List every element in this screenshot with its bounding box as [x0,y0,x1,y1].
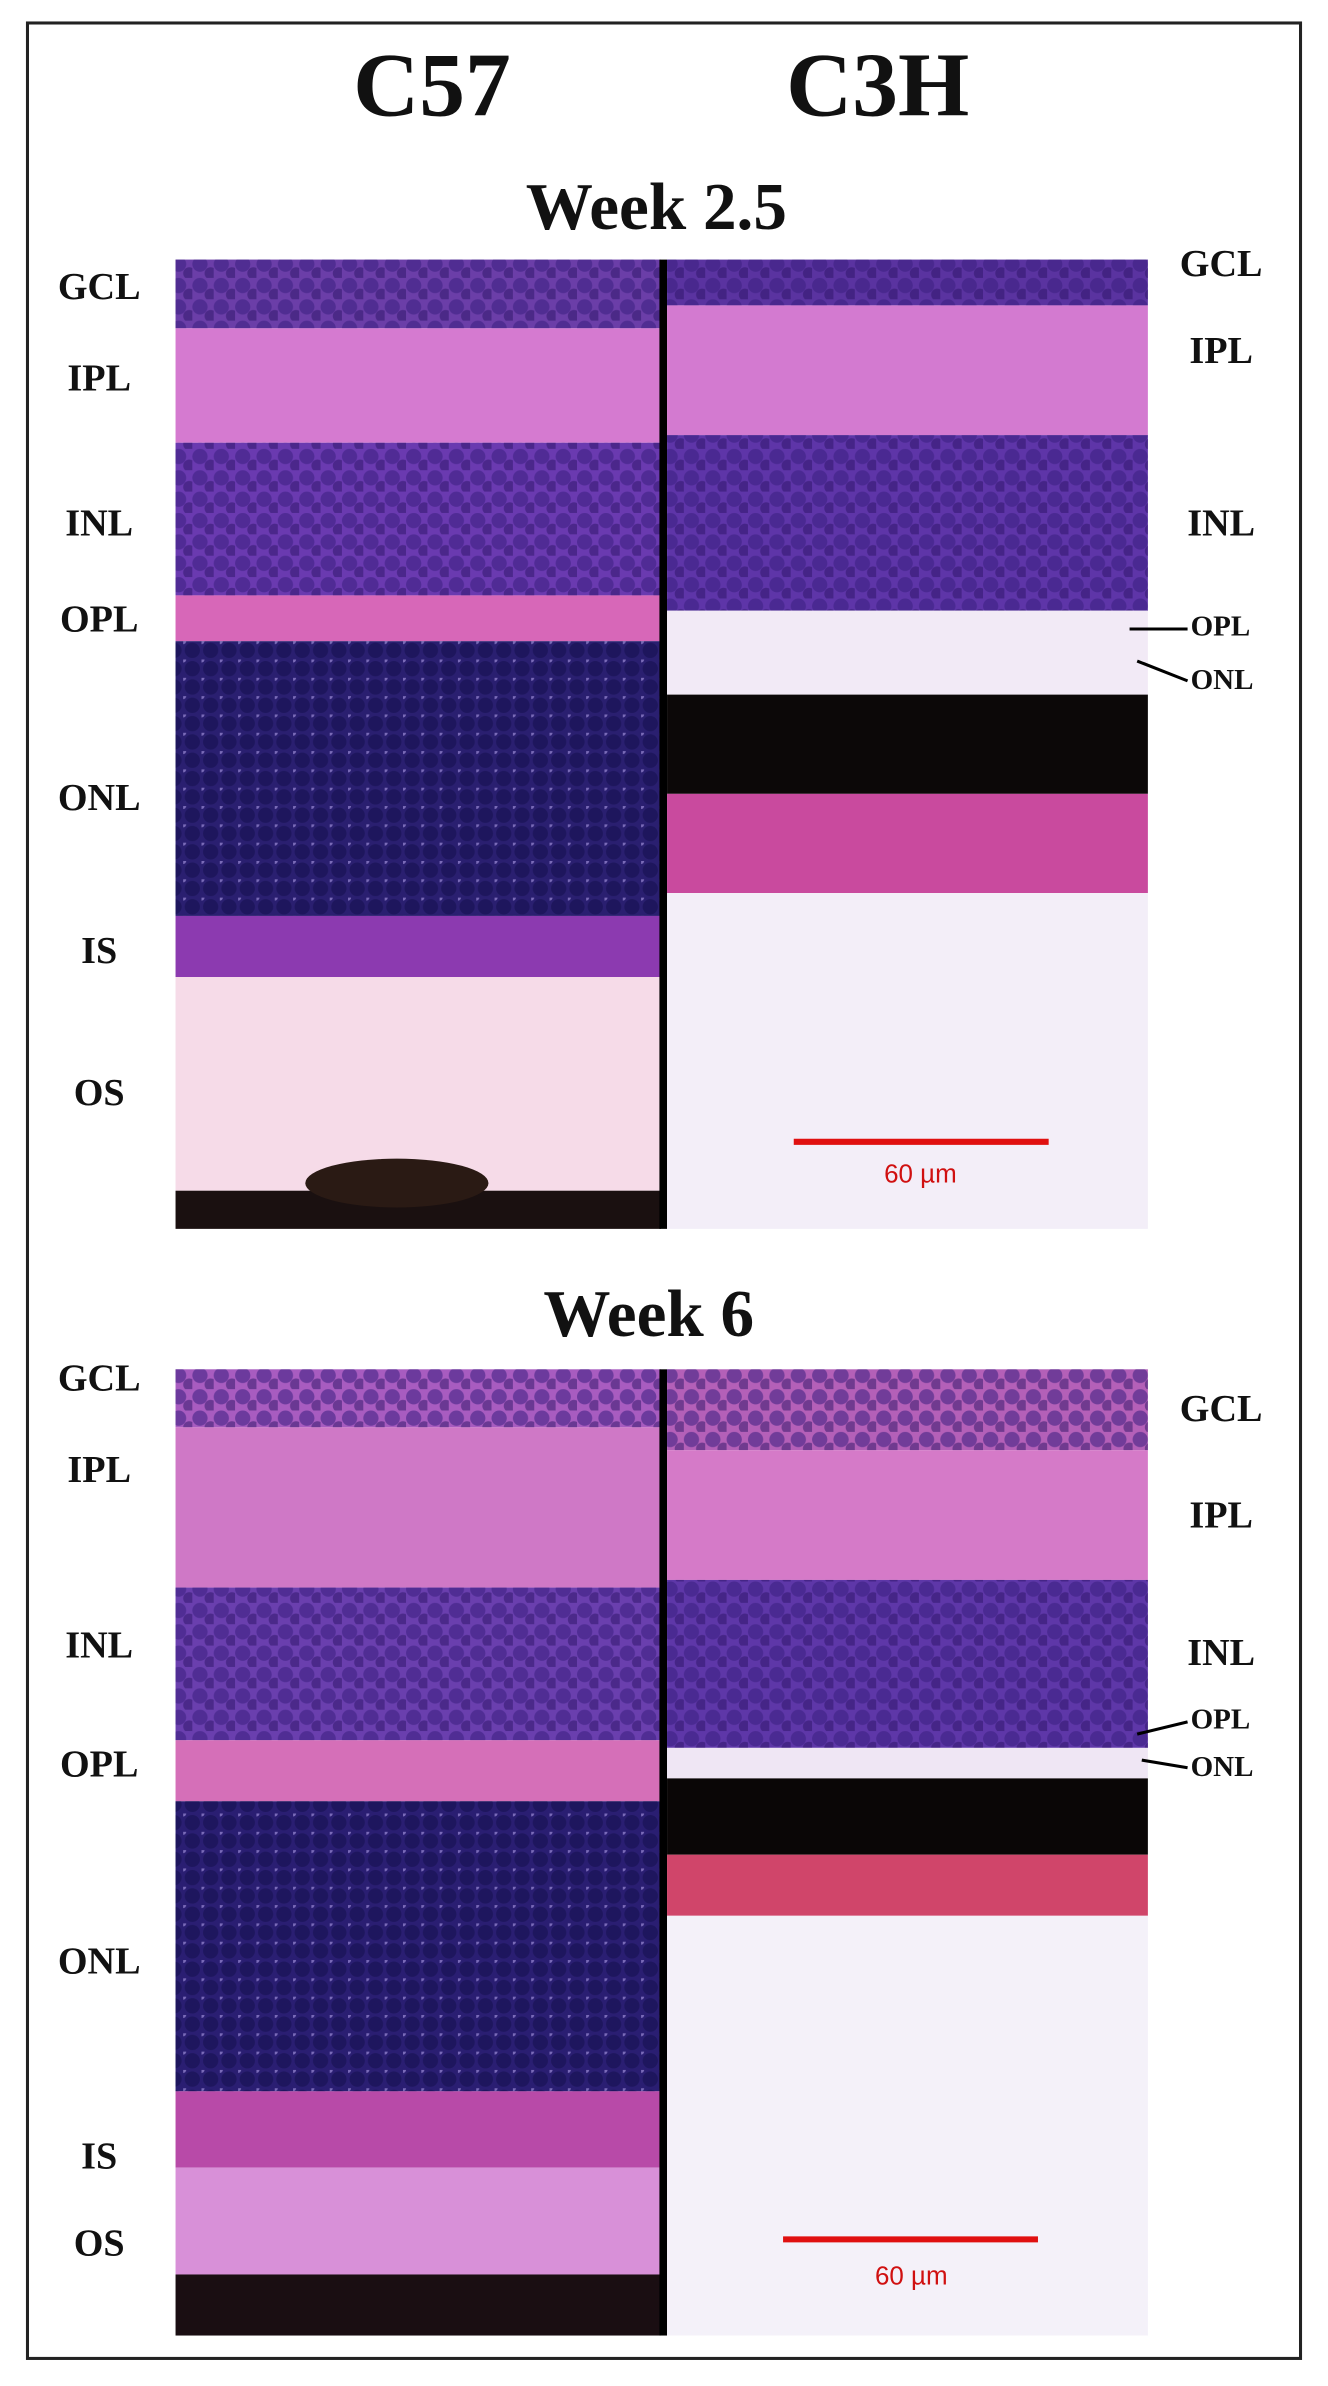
layer-label: IPL [67,357,131,399]
column-title: C3H [786,34,969,136]
left-labels: GCL IPL INL OPL ONL IS OS [58,1357,141,2264]
layer-label: GCL [1180,1388,1263,1430]
layer-label: IS [81,2136,117,2178]
layer-label: INL [65,1624,133,1666]
micrograph-left [175,259,661,1229]
layer-label: IPL [67,1449,131,1491]
micrograph-right [667,259,1148,1229]
layer-label: GCL [58,266,141,308]
scale-bar-label: 60 µm [884,1160,957,1188]
layer-label: OS [74,1072,125,1114]
layer-label: GCL [58,1357,141,1399]
layer-label: ONL [58,777,141,819]
divider [659,1369,668,2336]
label-pointer [1141,1758,1188,1770]
divider [659,259,668,1229]
layer-label: OPL [1191,1704,1251,1736]
right-labels: GCL IPL INL OPL ONL [1129,243,1263,696]
layer-label: OS [74,2223,125,2265]
layer-label: ONL [1191,664,1254,696]
layer-label: INL [1187,1632,1255,1674]
layer-label: GCL [1180,243,1263,285]
panel-title: Week 2.5 [526,169,787,244]
layer-label: ONL [1191,1751,1254,1783]
column-title: C57 [353,34,511,136]
label-pointer [1136,1720,1188,1736]
right-labels: GCL IPL INL OPL ONL [1136,1388,1263,1783]
layer-label: OPL [1191,611,1251,643]
micrograph-left [175,1369,661,2336]
layer-label: IS [81,930,117,972]
panel-title: Week 6 [543,1276,754,1351]
layer-label: ONL [58,1940,141,1982]
left-labels: GCL IPL INL OPL ONL IS OS [58,266,141,1114]
micrograph-right [667,1369,1148,2336]
layer-label: OPL [60,599,138,641]
layer-label: OPL [60,1743,138,1785]
layer-label: INL [65,502,133,544]
layer-label: IPL [1189,330,1253,372]
layer-label: IPL [1189,1495,1253,1537]
scale-bar-label: 60 µm [875,2262,948,2290]
label-pointer [1136,659,1189,683]
layer-label: INL [1187,502,1255,544]
